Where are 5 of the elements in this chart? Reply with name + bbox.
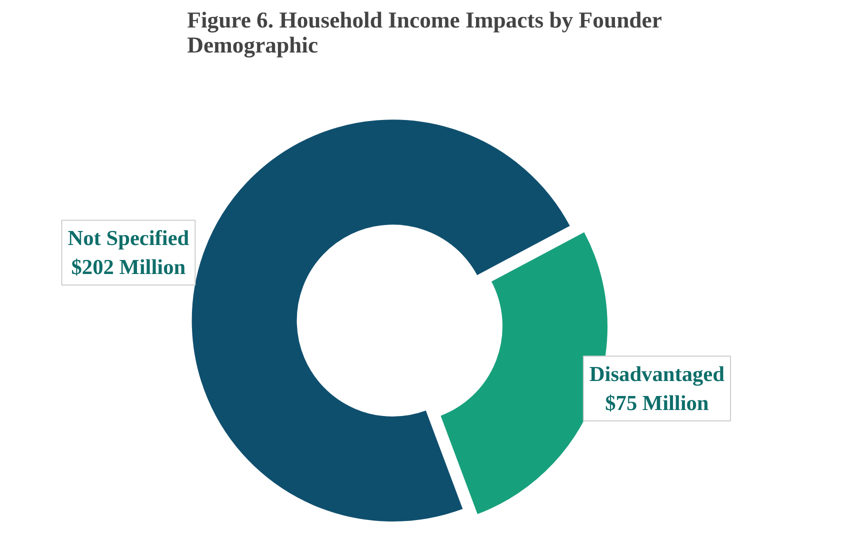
slice-label: Disadvantaged [589, 362, 725, 386]
slice-label: Not Specified [68, 226, 190, 250]
data-label: $75 Million [605, 390, 709, 415]
data-label: $202 Million [71, 255, 186, 280]
chart-title: Figure 6. Household Income Impacts by Founder Demographic [187, 8, 662, 58]
